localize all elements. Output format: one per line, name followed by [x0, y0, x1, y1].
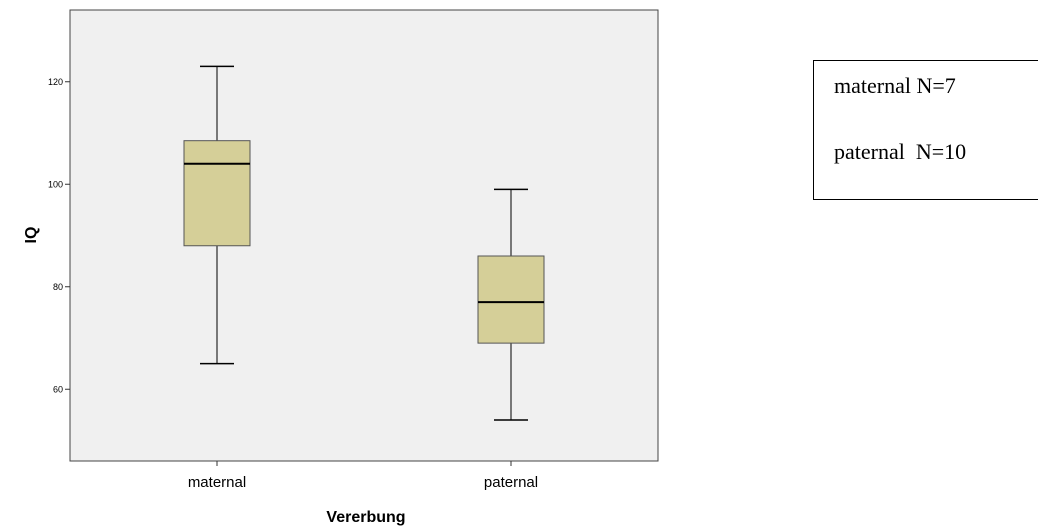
sample-size-note: maternal N=7 paternal N=10	[813, 60, 1038, 200]
y-tick-label-100: 100	[48, 179, 63, 189]
plot-area	[69, 9, 659, 462]
box-series	[183, 65, 545, 421]
note-line-paternal: paternal N=10	[834, 139, 967, 164]
iqr-box-paternal	[477, 255, 545, 344]
box-maternal	[183, 65, 251, 365]
y-tick-label-80: 80	[53, 282, 63, 292]
x-tick-label-paternal: paternal	[484, 474, 538, 491]
note-line-maternal: maternal N=7	[834, 73, 956, 98]
x-axis: maternal paternal	[188, 461, 538, 491]
y-axis-title: IQ	[23, 227, 40, 244]
y-tick-label-60: 60	[53, 384, 63, 394]
x-tick-label-maternal: maternal	[188, 474, 246, 491]
box-paternal	[477, 188, 545, 421]
iqr-box-maternal	[183, 140, 251, 247]
y-axis: 60 80 100 120	[48, 77, 70, 394]
x-axis-title: Vererbung	[326, 509, 405, 526]
y-tick-label-120: 120	[48, 77, 63, 87]
